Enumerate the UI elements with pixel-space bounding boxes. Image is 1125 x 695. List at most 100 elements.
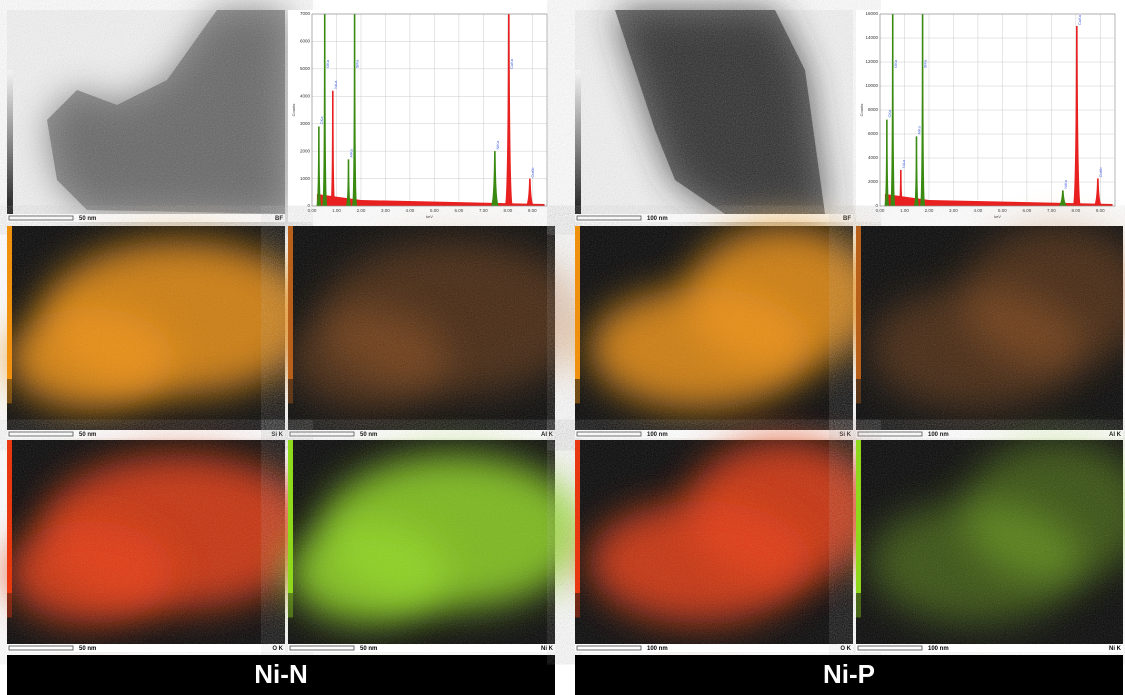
channel-label: Ni K xyxy=(541,646,554,652)
peak-label: SiKa xyxy=(355,59,360,68)
scale-label: 100 nm xyxy=(647,646,668,652)
channel-label: Al K xyxy=(541,432,554,438)
x-tick-label: 2.00 xyxy=(357,208,366,213)
scale-label: 50 nm xyxy=(360,646,377,652)
x-tick-label: 0.00 xyxy=(308,208,317,213)
peak-label: CuKa xyxy=(509,58,514,69)
peak-label: OKa xyxy=(893,59,898,68)
y-tick-label: 14000 xyxy=(865,35,878,40)
y-tick-label: 8000 xyxy=(868,107,879,112)
x-tick-label: 9.00 xyxy=(528,208,537,213)
peak-label: OKa xyxy=(325,59,330,68)
x-tick-label: 6.00 xyxy=(454,208,463,213)
map-colorbar xyxy=(7,226,12,379)
map-colorbar xyxy=(288,226,293,379)
x-tick-label: 3.00 xyxy=(381,208,390,213)
scale-bar xyxy=(290,432,354,436)
channel-label: O K xyxy=(840,646,851,652)
map-colorbar xyxy=(856,226,861,379)
scale-bar xyxy=(9,432,73,436)
y-tick-label: 2000 xyxy=(300,148,311,153)
map-noise xyxy=(7,226,285,430)
scale-label: 100 nm xyxy=(647,216,668,222)
x-tick-label: 3.00 xyxy=(949,208,958,213)
channel-label: BF xyxy=(275,216,283,222)
y-tick-label: 6000 xyxy=(868,131,879,136)
y-tick-label: 4000 xyxy=(300,93,311,98)
tem-noise xyxy=(575,10,853,214)
spectrum-bg xyxy=(288,10,555,222)
x-tick-label: 5.00 xyxy=(430,208,439,213)
map-colorbar-low xyxy=(7,593,12,617)
peak-label: NiLa xyxy=(333,80,338,89)
peak-label: AlKa xyxy=(349,148,354,157)
channel-label: Ni K xyxy=(1109,646,1122,652)
scale-label: 100 nm xyxy=(928,432,949,438)
peak-label: CuKb xyxy=(1098,167,1103,178)
peak-label: CuKb xyxy=(530,167,535,178)
x-tick-label: 1.00 xyxy=(900,208,909,213)
map-colorbar xyxy=(575,226,580,379)
map-colorbar-low xyxy=(856,379,861,403)
peak-label: CKa xyxy=(319,116,324,125)
tem-image xyxy=(7,10,285,214)
scale-bar xyxy=(290,646,354,650)
x-tick-label: 5.00 xyxy=(998,208,1007,213)
map-noise xyxy=(856,440,1123,644)
x-axis-label: keV xyxy=(994,214,1001,219)
y-tick-label: 10000 xyxy=(865,83,878,88)
scale-bar xyxy=(577,432,641,436)
scale-label: 50 nm xyxy=(360,432,377,438)
x-tick-label: 6.00 xyxy=(1022,208,1031,213)
peak-label: NiKa xyxy=(1063,179,1068,188)
map-noise xyxy=(288,226,555,430)
channel-label: Si K xyxy=(271,432,283,438)
map-colorbar-low xyxy=(7,379,12,403)
y-axis-label: Counts xyxy=(291,104,296,117)
x-axis-label: keV xyxy=(426,214,433,219)
x-tick-label: 7.00 xyxy=(1047,208,1056,213)
y-tick-label: 16000 xyxy=(865,11,878,16)
x-tick-label: 4.00 xyxy=(406,208,415,213)
peak-label: SiKa xyxy=(923,59,928,68)
sample-label: Ni-N xyxy=(254,659,307,689)
map-noise xyxy=(288,440,555,644)
y-tick-label: 2000 xyxy=(868,179,879,184)
x-tick-label: 9.00 xyxy=(1096,208,1105,213)
spectrum-bg xyxy=(856,10,1123,222)
map-colorbar-low xyxy=(856,593,861,617)
scale-label: 100 nm xyxy=(928,646,949,652)
scale-label: 100 nm xyxy=(647,432,668,438)
x-tick-label: 8.00 xyxy=(503,208,512,213)
scale-bar xyxy=(577,646,641,650)
map-colorbar xyxy=(856,440,861,593)
map-colorbar-low xyxy=(288,379,293,403)
channel-label: Al K xyxy=(1109,432,1122,438)
peak-label: CKa xyxy=(887,109,892,118)
channel-label: O K xyxy=(272,646,283,652)
peak-label: AlKa xyxy=(917,125,922,134)
scale-bar xyxy=(9,216,73,220)
map-noise xyxy=(575,226,853,430)
peak-label: NiLa xyxy=(901,159,906,168)
scale-bar xyxy=(9,646,73,650)
y-tick-label: 7000 xyxy=(300,11,311,16)
channel-label: Si K xyxy=(839,432,851,438)
y-tick-label: 4000 xyxy=(868,155,879,160)
x-tick-label: 0.00 xyxy=(876,208,885,213)
y-tick-label: 5000 xyxy=(300,66,311,71)
tem-noise xyxy=(7,10,285,214)
y-tick-label: 1000 xyxy=(300,176,311,181)
map-colorbar-low xyxy=(575,379,580,403)
map-colorbar xyxy=(575,440,580,593)
x-tick-label: 7.00 xyxy=(479,208,488,213)
y-tick-label: 3000 xyxy=(300,121,311,126)
scale-label: 50 nm xyxy=(79,216,96,222)
peak-label: CuKa xyxy=(1077,14,1082,25)
y-tick-label: 12000 xyxy=(865,59,878,64)
map-colorbar xyxy=(7,440,12,593)
scale-bar xyxy=(858,646,922,650)
y-tick-label: 6000 xyxy=(300,39,311,44)
x-tick-label: 4.00 xyxy=(974,208,983,213)
x-tick-label: 2.00 xyxy=(925,208,934,213)
